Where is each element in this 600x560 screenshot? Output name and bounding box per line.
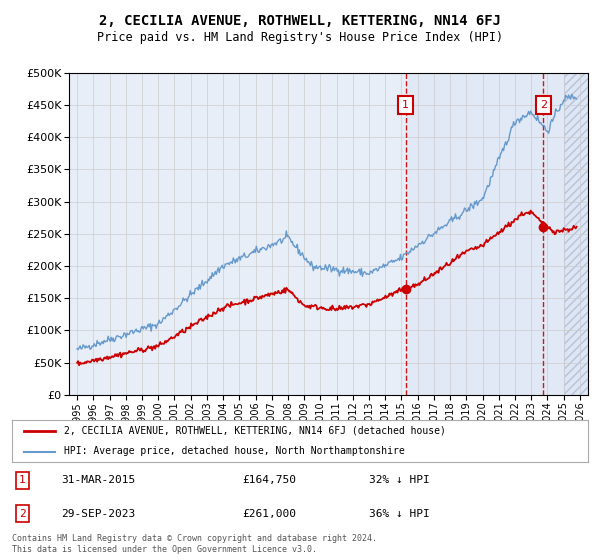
Bar <box>406 73 588 395</box>
Text: HPI: Average price, detached house, North Northamptonshire: HPI: Average price, detached house, Nort… <box>64 446 404 456</box>
Text: This data is licensed under the Open Government Licence v3.0.: This data is licensed under the Open Gov… <box>12 545 317 554</box>
Text: 31-MAR-2015: 31-MAR-2015 <box>61 475 135 485</box>
Text: 1: 1 <box>402 100 409 110</box>
Text: 2, CECILIA AVENUE, ROTHWELL, KETTERING, NN14 6FJ (detached house): 2, CECILIA AVENUE, ROTHWELL, KETTERING, … <box>64 426 446 436</box>
Text: 36% ↓ HPI: 36% ↓ HPI <box>369 509 430 519</box>
Bar <box>563 73 588 395</box>
Text: £261,000: £261,000 <box>242 509 296 519</box>
Text: 2, CECILIA AVENUE, ROTHWELL, KETTERING, NN14 6FJ: 2, CECILIA AVENUE, ROTHWELL, KETTERING, … <box>99 14 501 28</box>
Text: 1: 1 <box>19 475 26 485</box>
Text: Contains HM Land Registry data © Crown copyright and database right 2024.: Contains HM Land Registry data © Crown c… <box>12 534 377 543</box>
Text: 2: 2 <box>19 509 26 519</box>
Text: £164,750: £164,750 <box>242 475 296 485</box>
Text: 29-SEP-2023: 29-SEP-2023 <box>61 509 135 519</box>
Text: 2: 2 <box>540 100 547 110</box>
Text: Price paid vs. HM Land Registry's House Price Index (HPI): Price paid vs. HM Land Registry's House … <box>97 31 503 44</box>
Text: 32% ↓ HPI: 32% ↓ HPI <box>369 475 430 485</box>
